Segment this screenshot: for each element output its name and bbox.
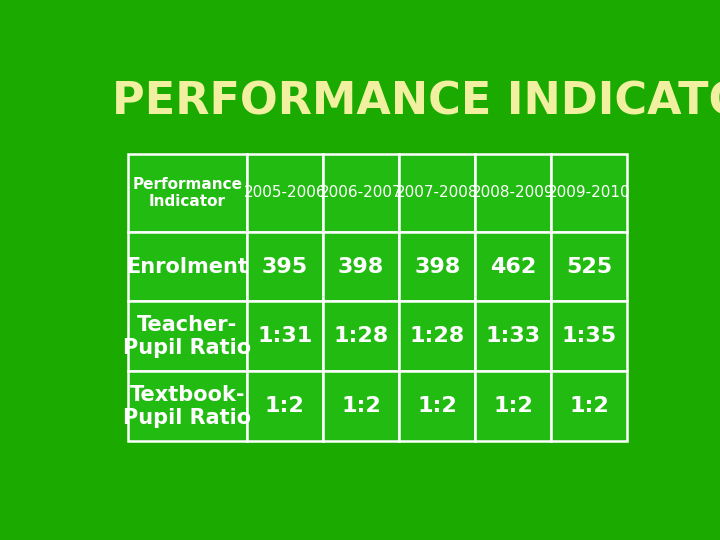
Bar: [128, 154, 247, 232]
Text: 1:2: 1:2: [341, 396, 381, 416]
Bar: [475, 154, 551, 232]
Text: 2006-2007: 2006-2007: [320, 185, 402, 200]
Text: Textbook-
Pupil Ratio: Textbook- Pupil Ratio: [123, 384, 251, 428]
Text: 395: 395: [262, 256, 308, 276]
Bar: [400, 232, 475, 301]
Bar: [128, 372, 247, 441]
Text: 1:35: 1:35: [562, 326, 616, 346]
Bar: [475, 372, 551, 441]
Text: Enrolment: Enrolment: [127, 256, 248, 276]
Text: 398: 398: [338, 256, 384, 276]
Text: Performance
Indicator: Performance Indicator: [132, 177, 243, 209]
Bar: [323, 232, 400, 301]
Bar: [400, 301, 475, 372]
Text: 2007-2008: 2007-2008: [396, 185, 479, 200]
Text: 1:2: 1:2: [418, 396, 457, 416]
Bar: [247, 372, 323, 441]
Bar: [247, 154, 323, 232]
Bar: [323, 301, 400, 372]
Text: Teacher-
Pupil Ratio: Teacher- Pupil Ratio: [123, 315, 251, 358]
Bar: [400, 372, 475, 441]
Text: 462: 462: [490, 256, 536, 276]
Bar: [247, 232, 323, 301]
Text: 1:28: 1:28: [333, 326, 389, 346]
Text: PERFORMANCE INDICATOR: PERFORMANCE INDICATOR: [112, 80, 720, 124]
Bar: [551, 372, 627, 441]
Text: 525: 525: [566, 256, 612, 276]
Bar: [128, 232, 247, 301]
Bar: [475, 232, 551, 301]
Bar: [323, 154, 400, 232]
Bar: [475, 301, 551, 372]
Text: 2005-2006: 2005-2006: [243, 185, 326, 200]
Bar: [551, 232, 627, 301]
Bar: [323, 372, 400, 441]
Text: 1:2: 1:2: [493, 396, 533, 416]
Text: 1:2: 1:2: [569, 396, 608, 416]
Bar: [247, 301, 323, 372]
Text: 398: 398: [414, 256, 460, 276]
Text: 2009-2010: 2009-2010: [548, 185, 630, 200]
Bar: [551, 301, 627, 372]
Text: 1:2: 1:2: [265, 396, 305, 416]
Text: 2008-2009: 2008-2009: [472, 185, 554, 200]
Bar: [400, 154, 475, 232]
Text: 1:33: 1:33: [485, 326, 541, 346]
Text: 1:31: 1:31: [257, 326, 312, 346]
Bar: [551, 154, 627, 232]
Text: 1:28: 1:28: [410, 326, 465, 346]
Bar: [128, 301, 247, 372]
